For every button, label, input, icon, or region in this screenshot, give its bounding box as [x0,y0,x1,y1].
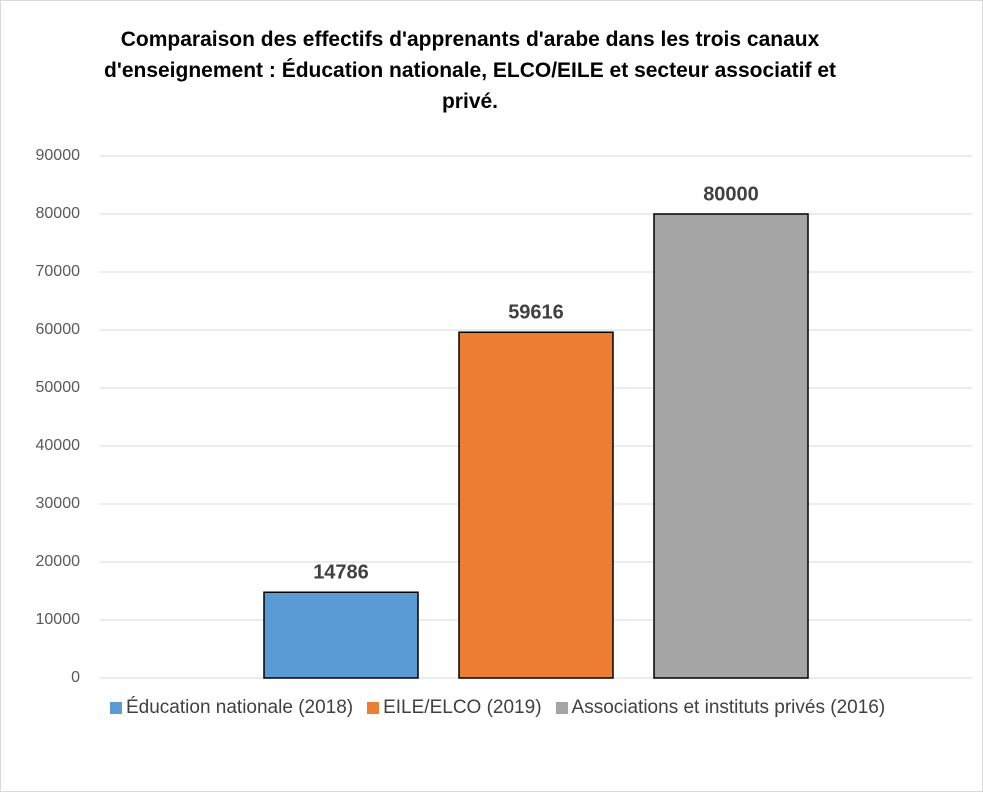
legend-item: EILE/ELCO (2019) [367,697,542,719]
y-tick-label: 30000 [36,495,81,512]
y-tick-label: 40000 [36,437,81,454]
y-tick-label: 0 [71,669,80,686]
y-tick-label: 60000 [36,321,81,338]
legend: Éducation nationale (2018) EILE/ELCO (201… [110,697,980,719]
y-tick-label: 10000 [36,611,81,628]
chart-title: Comparaison des effectifs d'apprenants d… [104,28,836,113]
data-label: 14786 [313,562,369,584]
legend-item: Éducation nationale (2018) [110,697,353,719]
y-tick-label: 20000 [36,553,81,570]
legend-swatch [367,702,380,714]
legend-swatch [110,702,122,714]
data-label: 59616 [508,302,564,324]
data-label: 80000 [703,183,759,205]
legend-label: Associations et instituts privés (2016) [571,697,886,718]
legend-label: Éducation nationale (2018) [126,697,354,718]
y-tick-label: 50000 [36,379,81,396]
y-tick-label: 70000 [36,263,81,280]
y-tick-label: 80000 [36,205,81,222]
legend-item: Associations et instituts privés (2016) [555,697,886,719]
bar [653,213,809,679]
y-tick-label: 90000 [36,147,81,164]
bar [263,591,419,679]
bar [458,331,614,679]
legend-label: EILE/ELCO (2019) [383,697,542,718]
legend-swatch [555,702,568,714]
